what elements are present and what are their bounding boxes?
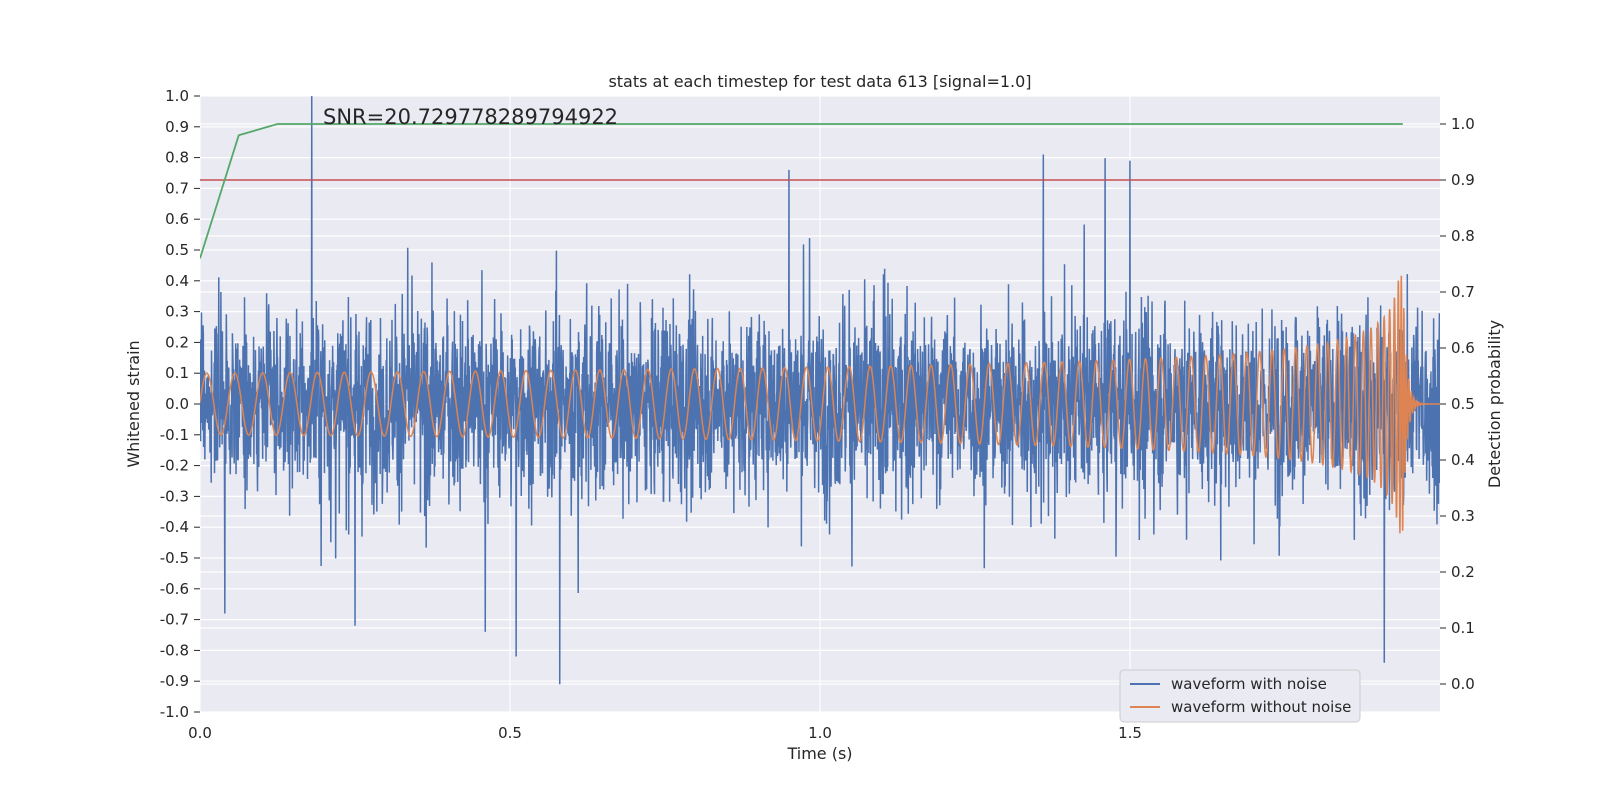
y-tick-label-left: -0.6 xyxy=(160,580,189,598)
series-layer xyxy=(200,96,1440,685)
y-tick-label-right: 1.0 xyxy=(1451,115,1475,133)
y-tick-label-right: 0.8 xyxy=(1451,227,1475,245)
legend-label-without-noise: waveform without noise xyxy=(1171,698,1351,716)
legend-label-with-noise: waveform with noise xyxy=(1171,675,1327,693)
y-tick-label-left: -1.0 xyxy=(160,703,189,721)
y-tick-label-left: 0.8 xyxy=(165,149,189,167)
x-tick-label: 1.0 xyxy=(808,724,832,742)
y-axis-label-right: Detection probability xyxy=(1485,320,1504,488)
series-waveform-with-noise xyxy=(200,96,1440,685)
y-tick-label-left: 0.1 xyxy=(165,364,189,382)
y-tick-label-left: -0.5 xyxy=(160,549,189,567)
y-tick-label-left: 0.6 xyxy=(165,210,189,228)
x-tick-label: 0.0 xyxy=(188,724,212,742)
axes: 0.0 0.5 1.0 1.5 -1.0 -0.9 -0.8 -0.7 -0.6 -0.5 -0.4… xyxy=(160,87,1475,742)
series-waveform-without-noise xyxy=(200,275,1440,534)
y-tick-label-left: -0.9 xyxy=(160,672,189,690)
y-tick-label-left: -0.3 xyxy=(160,487,189,505)
x-tick-label: 1.5 xyxy=(1118,724,1142,742)
series-detection-probability xyxy=(200,123,1403,259)
y-tick-label-left: -0.7 xyxy=(160,611,189,629)
x-axis-label: Time (s) xyxy=(786,744,852,763)
y-tick-label-left: 0.5 xyxy=(165,241,189,259)
y-tick-label-left: 0.0 xyxy=(165,395,189,413)
y-tick-label-left: 0.4 xyxy=(165,272,189,290)
y-tick-label-left: 0.2 xyxy=(165,333,189,351)
legend: waveform with noise waveform without noi… xyxy=(1119,669,1361,723)
y-tick-label-right: 0.3 xyxy=(1451,507,1475,525)
x-tick-label: 0.5 xyxy=(498,724,522,742)
y-tick-label-left: 1.0 xyxy=(165,87,189,105)
y-tick-label-right: 0.0 xyxy=(1451,675,1475,693)
y-tick-label-left: 0.7 xyxy=(165,179,189,197)
y-tick-label-left: 0.3 xyxy=(165,303,189,321)
y-tick-label-left: -0.1 xyxy=(160,426,189,444)
y-tick-label-right: 0.9 xyxy=(1451,171,1475,189)
y-axis-label-left: Whitened strain xyxy=(124,340,143,467)
y-tick-label-left: -0.2 xyxy=(160,457,189,475)
y-tick-label-right: 0.7 xyxy=(1451,283,1475,301)
y-tick-label-right: 0.2 xyxy=(1451,563,1475,581)
y-tick-label-right: 0.1 xyxy=(1451,619,1475,637)
y-tick-label-right: 0.5 xyxy=(1451,395,1475,413)
snr-annotation: SNR=20.729778289794922 xyxy=(323,105,618,129)
y-tick-label-left: -0.8 xyxy=(160,641,189,659)
y-tick-label-left: 0.9 xyxy=(165,118,189,136)
chart-title: stats at each timestep for test data 613… xyxy=(608,72,1031,91)
y-tick-label-right: 0.4 xyxy=(1451,451,1475,469)
y-tick-label-right: 0.6 xyxy=(1451,339,1475,357)
y-tick-label-left: -0.4 xyxy=(160,518,189,536)
legend-box xyxy=(1119,669,1361,723)
